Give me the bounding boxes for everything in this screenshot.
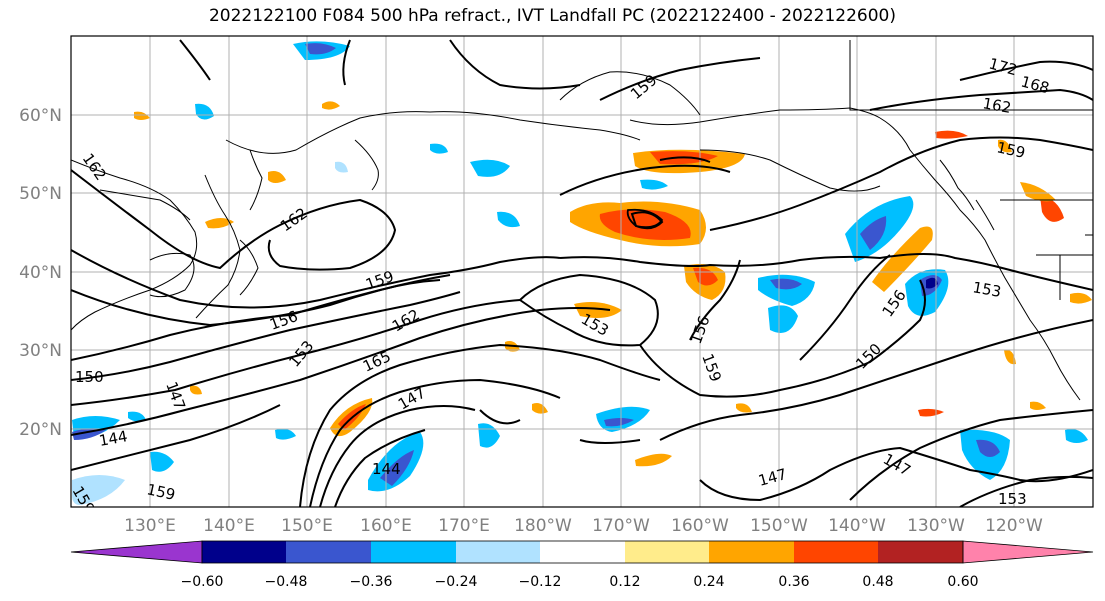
contour-label: 144 (372, 460, 401, 478)
negative-patch-gulf-alaska (845, 196, 914, 262)
colorbar-swatches (70, 540, 1094, 564)
colorbar-swatch (540, 541, 625, 563)
coastlines (71, 40, 1093, 401)
longitude-labels: 130°E 140°E 150°E 160°E 170°E 180°W 170°… (124, 516, 1043, 536)
colorbar-tick-label: 0.24 (693, 574, 724, 590)
colorbar-extend-max (962, 540, 1094, 564)
colorbar-tick-label: 0.60 (947, 574, 978, 590)
colorbar-tick-label: −0.12 (519, 574, 562, 590)
colorbar-swatch (709, 541, 794, 563)
colorbar-frame (201, 540, 964, 564)
lon-label: 120°W (985, 516, 1043, 536)
contour-label: 159 (995, 138, 1027, 162)
lon-label: 150°E (281, 516, 333, 536)
lon-label: 150°W (750, 516, 808, 536)
colorbar-ticks: −0.60 −0.48 −0.36 −0.24 −0.12 0.12 0.24 … (181, 574, 979, 590)
contour-label: 153 (971, 278, 1002, 301)
colorbar-swatch (202, 541, 286, 563)
lon-label: 130°E (124, 516, 176, 536)
lat-label: 40°N (19, 263, 62, 283)
contour-label: 159 (145, 480, 177, 504)
colorbar-swatch (878, 541, 963, 563)
negative-patch-east-central (758, 274, 815, 333)
plot-area: 162 162 159 156 153 150 147 144 144 159 … (70, 35, 1094, 508)
positive-patch-aleutian (570, 201, 706, 247)
colorbar-swatch (371, 541, 456, 563)
colorbar-tick-label: −0.48 (265, 574, 308, 590)
colorbar-swatch (456, 541, 540, 563)
contour-label: 144 (98, 427, 129, 450)
lat-label: 20°N (19, 420, 62, 440)
height-contours (71, 39, 1093, 507)
lon-label: 170°W (592, 516, 650, 536)
map-title: 2022122100 F084 500 hPa refract., IVT La… (208, 6, 896, 26)
contour-label: 150 (75, 368, 104, 386)
lon-label: 160°E (360, 516, 412, 536)
lon-label: 130°W (907, 516, 965, 536)
lon-label: 180°W (514, 516, 572, 536)
colorbar-swatch (794, 541, 878, 563)
lon-label: 140°E (203, 516, 255, 536)
lat-label: 60°N (19, 106, 62, 126)
contour-label: 153 (998, 490, 1027, 508)
lon-label: 170°E (438, 516, 490, 536)
lon-label: 140°W (828, 516, 886, 536)
colorbar-tick-label: −0.36 (350, 574, 393, 590)
colorbar-tick-label: 0.36 (778, 574, 809, 590)
colorbar-tick-label: −0.60 (181, 574, 224, 590)
colorbar-swatch (625, 541, 709, 563)
colorbar: −0.60 −0.48 −0.36 −0.24 −0.12 0.12 0.24 … (70, 540, 1094, 590)
colorbar-tick-label: 0.12 (609, 574, 640, 590)
latitude-labels: 60°N 50°N 40°N 30°N 20°N (19, 106, 62, 440)
lon-label: 160°W (671, 516, 729, 536)
lat-label: 30°N (19, 341, 62, 361)
colorbar-extend-min (70, 540, 203, 564)
small-positive-patches (134, 101, 1092, 467)
map-frame (70, 35, 1094, 508)
positive-patch-pacific-nw (872, 182, 1064, 292)
lat-label: 50°N (19, 184, 62, 204)
contour-label: 162 (981, 94, 1012, 117)
colorbar-tick-label: −0.24 (435, 574, 478, 590)
colorbar-tick-label: 0.48 (862, 574, 893, 590)
colorbar-swatch (286, 541, 371, 563)
